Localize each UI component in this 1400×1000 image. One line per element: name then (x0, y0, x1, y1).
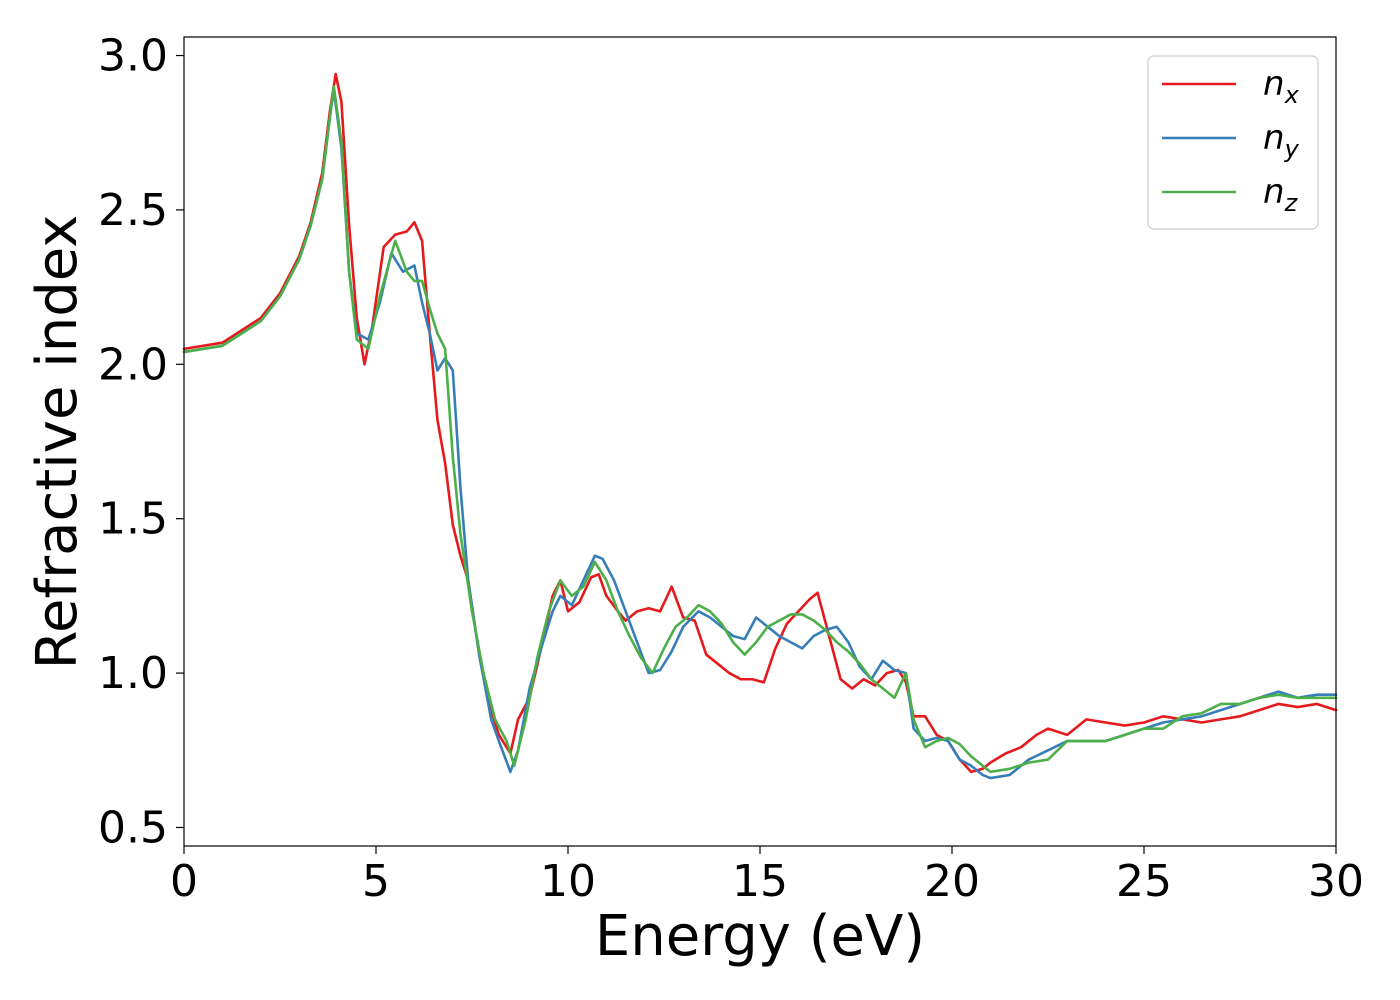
series-line-nz (182, 85, 1338, 774)
x-tick-label: 0 (170, 856, 198, 907)
x-tick-label: 30 (1308, 856, 1364, 907)
y-tick-label: 1.0 (98, 648, 168, 699)
x-tick-label: 5 (362, 856, 390, 907)
y-tick-label: 2.5 (98, 185, 168, 236)
series-line-nx (182, 72, 1338, 774)
x-tick-label: 15 (732, 856, 788, 907)
y-axis-title: Refractive index (25, 215, 90, 670)
series-layer (182, 72, 1338, 780)
series-line-ny (182, 88, 1338, 780)
x-tick-label: 10 (540, 856, 596, 907)
y-tick-label: 2.0 (98, 339, 168, 390)
y-tick-label: 1.5 (98, 494, 168, 545)
legend-box (1147, 55, 1319, 230)
x-tick-label: 25 (1116, 856, 1172, 907)
y-tick-label: 3.0 (98, 31, 168, 82)
x-tick-label: 20 (924, 856, 980, 907)
y-tick-label: 0.5 (98, 802, 168, 853)
x-axis-title: Energy (eV) (595, 904, 925, 969)
x-axis-ticks: 0 5 10 15 20 25 30 (170, 846, 1364, 907)
y-axis-ticks: 0.5 1.0 1.5 2.0 2.5 3.0 (98, 31, 184, 853)
